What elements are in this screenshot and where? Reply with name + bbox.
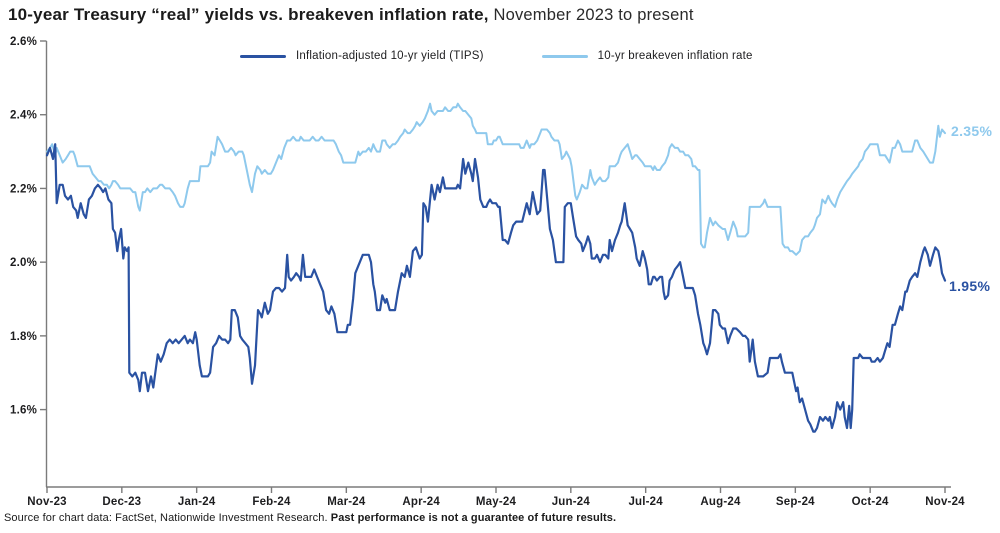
legend-item-breakeven: 10-yr breakeven inflation rate [541,50,753,62]
x-tick-label: Aug-24 [700,496,741,508]
x-tick-label: Nov-24 [925,496,965,508]
x-tick-label: Apr-24 [402,496,440,508]
y-tick-label: 2.2% [10,183,37,195]
x-tick-label: Nov-23 [27,496,67,508]
legend-item-tips: Inflation-adjusted 10-yr yield (TIPS) [240,50,484,62]
x-tick-label: Jan-24 [178,496,216,508]
y-tick-label: 1.6% [10,405,37,417]
legend-label-tips: Inflation-adjusted 10-yr yield (TIPS) [296,50,484,62]
breakeven-line [46,102,946,256]
page-title: 10-year Treasury “real” yields vs. break… [8,5,694,25]
x-tick-label: Jul-24 [628,496,663,508]
y-tick-label: 2.4% [10,110,37,122]
legend-label-breakeven: 10-yr breakeven inflation rate [597,50,753,62]
legend-swatch-tips [240,54,286,58]
x-tick-label: Jun-24 [552,496,591,508]
page-title-subtitle: November 2023 to present [488,6,694,24]
y-tick-label: 2.6% [10,36,37,48]
disclaimer-text: Past performance is not a guarantee of f… [330,512,617,524]
page-title-bold: 10-year Treasury “real” yields vs. break… [8,5,489,24]
y-tick-label: 2.0% [10,257,37,269]
x-tick-label: May-24 [476,496,517,508]
x-tick-label: Mar-24 [327,496,366,508]
tips-line [45,143,947,433]
breakeven-end-label: 2.35% [951,123,993,139]
legend-swatch-breakeven [541,54,588,58]
x-tick-label: Feb-24 [252,496,291,508]
x-tick-label: Sep-24 [776,496,815,508]
chart-legend: Inflation-adjusted 10-yr yield (TIPS) 10-… [240,50,753,62]
source-note: Source for chart data: FactSet, Nationwi… [4,512,616,524]
x-tick-label: Oct-24 [852,496,889,508]
x-tick-label: Dec-23 [102,496,141,508]
y-tick-label: 1.8% [10,331,37,343]
tips-end-label: 1.95% [949,278,991,294]
source-text: Source for chart data: FactSet, Nationwi… [4,512,331,524]
